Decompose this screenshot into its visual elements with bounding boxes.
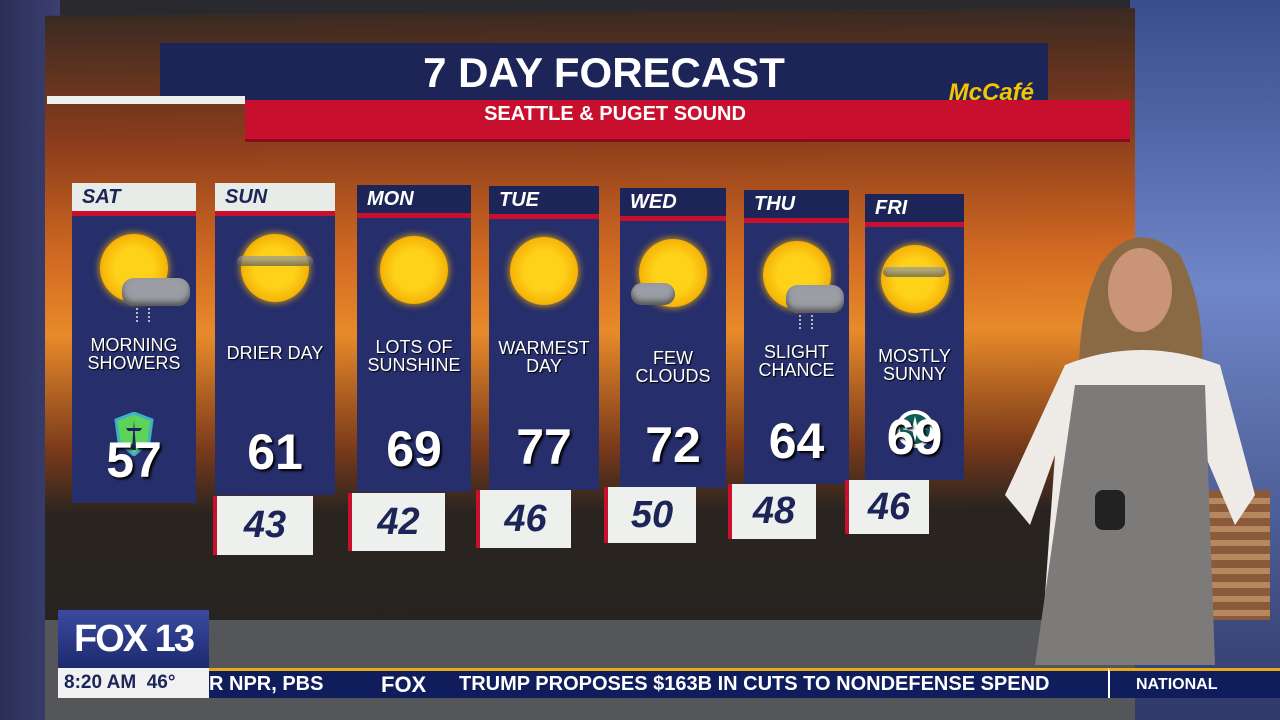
day-column-sun: SUN DRIER DAY 61 [215, 183, 335, 495]
station-logo: FOX 13 [58, 610, 209, 668]
day-panel: WARMEST DAY 77 [489, 214, 599, 490]
low-temp: 46 [476, 490, 571, 548]
sun-icon [241, 234, 309, 302]
day-column-mon: MON LOTS OF SUNSHINE 69 [357, 185, 471, 492]
day-panel: SLIGHT CHANCE 64 [744, 218, 849, 484]
subtitle-band [245, 100, 1130, 142]
current-temp: 46° [146, 672, 176, 693]
high-temp: 69 [886, 409, 943, 465]
high-temp: 61 [247, 424, 303, 480]
day-label: MON [357, 185, 471, 213]
day-label: THU [744, 190, 849, 218]
high-temp: 77 [516, 419, 572, 475]
sun-icon [380, 236, 448, 304]
haze-icon [882, 267, 947, 277]
sounders-logo-icon [114, 412, 154, 456]
ticker-network: FOX [381, 672, 427, 697]
day-label: SAT [72, 183, 196, 211]
title-bar: 7 DAY FORECAST McCafé [160, 43, 1048, 106]
day-description: LOTS OF SUNSHINE [367, 337, 461, 375]
sun-icon [880, 245, 949, 313]
day-description: DRIER DAY [226, 343, 324, 363]
meteorologist [1005, 237, 1255, 665]
low-temp: 46 [845, 480, 929, 534]
divider [47, 96, 245, 104]
rain-icon [136, 308, 151, 322]
day-column-sat: SAT MORNING SHOWERS 57 [72, 183, 196, 503]
day-panel: FEW CLOUDS 72 [620, 216, 726, 488]
day-column-tue: TUE WARMEST DAY 77 [489, 186, 599, 490]
forecast-title: 7 DAY FORECAST [423, 49, 785, 96]
haze-icon [236, 256, 314, 266]
day-panel: MOSTLY SUNNY 69 [865, 222, 964, 480]
day-panel: LOTS OF SUNSHINE 69 [357, 213, 471, 492]
day-column-wed: WED FEW CLOUDS 72 [620, 188, 726, 488]
day-panel: MORNING SHOWERS 57 [72, 211, 196, 503]
ticker-prev: R NPR, PBS [209, 673, 324, 695]
high-temp: 57 [106, 432, 162, 488]
sun-icon [510, 237, 578, 305]
cloud-icon [630, 283, 676, 305]
high-temp: 64 [768, 413, 825, 469]
day-description: MORNING SHOWERS [87, 335, 181, 373]
ticker-headline: TRUMP PROPOSES $163B IN CUTS TO NONDEFEN… [459, 673, 1050, 695]
day-column-fri: FRI MOSTLY SUNNY 69 [865, 194, 964, 480]
cloud-icon [121, 278, 190, 306]
low-temp: 43 [213, 496, 313, 555]
day-column-thu: THU SLIGHT CHANCE 64 [744, 190, 849, 484]
rain-icon [798, 315, 813, 329]
low-temp: 42 [348, 493, 445, 551]
forecast-subtitle: SEATTLE & PUGET SOUND [484, 103, 746, 125]
mariners-logo-icon [895, 410, 934, 448]
news-ticker: R NPR, PBS FOX TRUMP PROPOSES $163B IN C… [209, 668, 1280, 698]
day-description: FEW CLOUDS [635, 348, 711, 386]
day-description: SLIGHT CHANCE [758, 342, 835, 380]
high-temp: 72 [645, 417, 701, 473]
day-description: WARMEST DAY [498, 338, 590, 376]
low-temp: 50 [604, 487, 696, 543]
day-label: SUN [215, 183, 335, 211]
time: 8:20 AM [64, 672, 137, 693]
day-label: FRI [865, 194, 964, 222]
time-temp: 8:20 AM 46° [58, 668, 209, 698]
cloud-icon [786, 285, 844, 313]
ticker-section: NATIONAL [1108, 668, 1280, 698]
low-temp: 48 [728, 484, 816, 539]
day-description: MOSTLY SUNNY [878, 346, 951, 384]
day-label: WED [620, 188, 726, 216]
high-temp: 69 [386, 421, 442, 477]
day-label: TUE [489, 186, 599, 214]
day-panel: DRIER DAY 61 [215, 211, 335, 495]
